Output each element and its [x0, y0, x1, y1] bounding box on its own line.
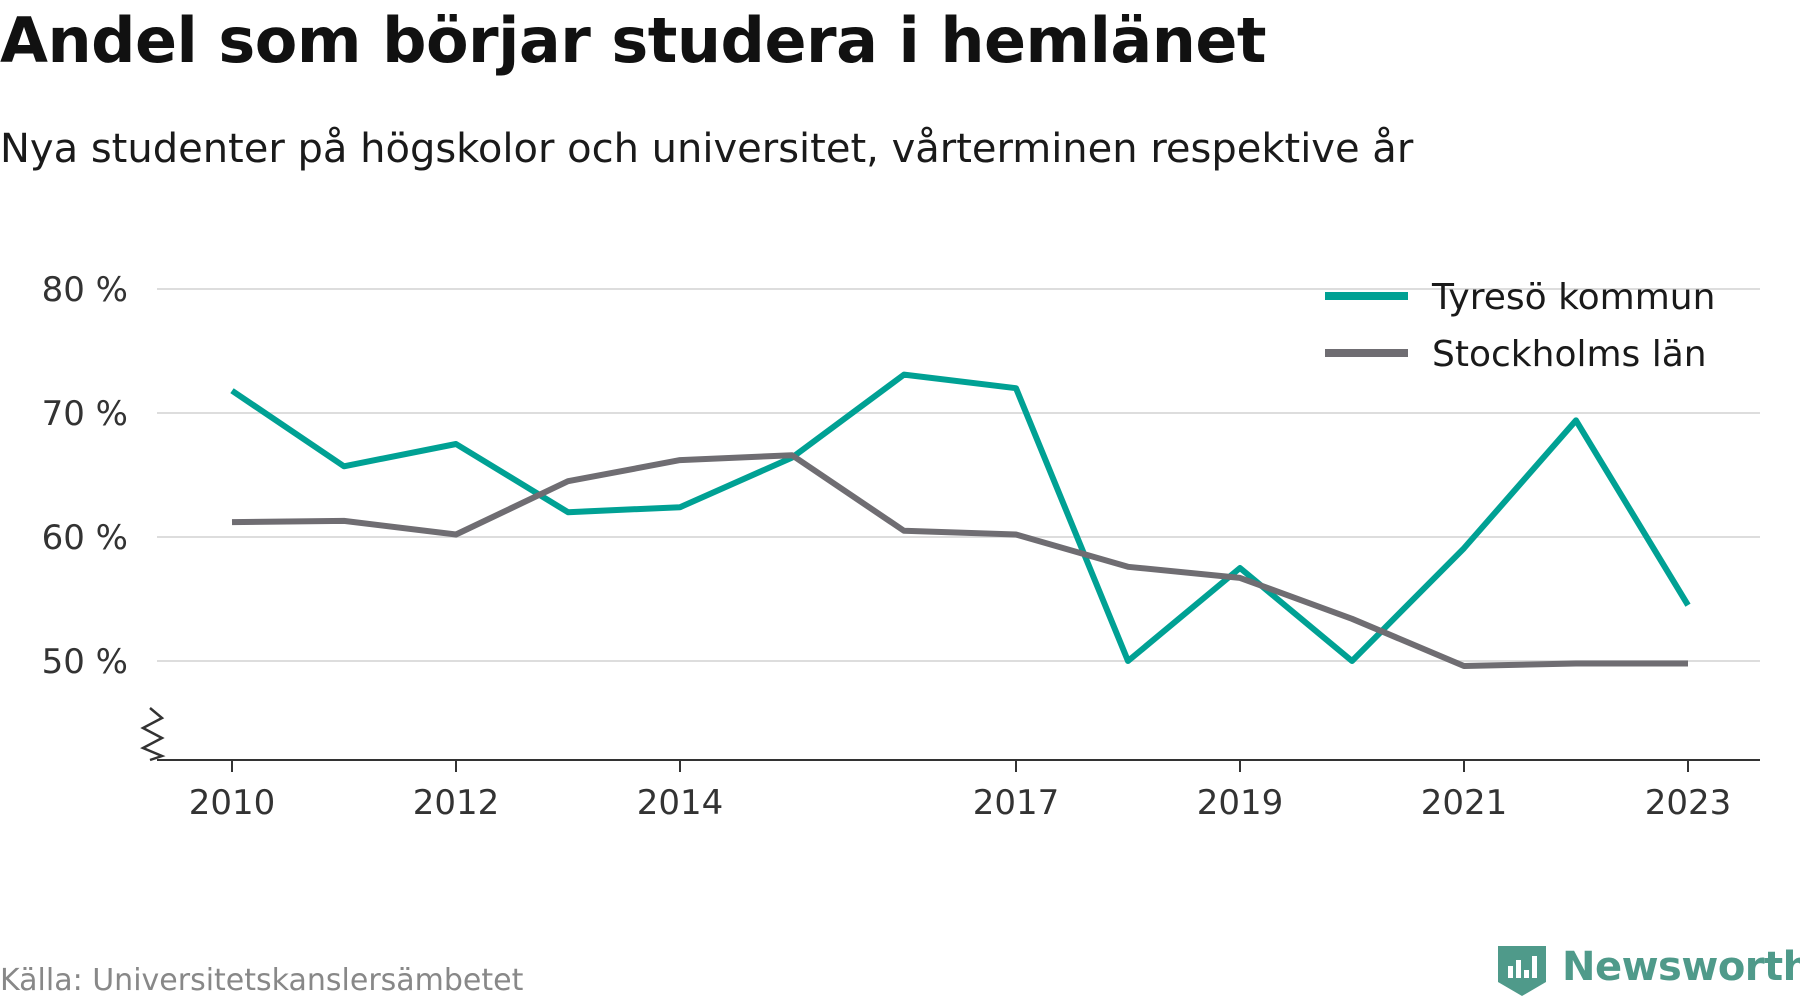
chart-title: Andel som börjar studera i hemlänet [0, 4, 1267, 77]
x-axis: 2010 2012 2014 2017 2019 2021 2023 [140, 707, 1760, 823]
x-tick-label-2021: 2021 [1421, 783, 1508, 823]
x-tick-label-2023: 2023 [1645, 783, 1732, 823]
y-tick-label-60: 60 % [42, 518, 128, 558]
newsworthy-logo: Newsworthy [1494, 942, 1800, 998]
series-line-0 [230, 371, 1691, 664]
y-axis-ticks: 50 % 60 % 70 % 80 % [42, 270, 128, 682]
x-tick-label-2019: 2019 [1197, 783, 1284, 823]
source-note: Källa: Universitetskanslersämbetet [0, 963, 524, 998]
series-line-1 [231, 452, 1688, 669]
line-chart: 50 % 60 % 70 % 80 % 2010 2012 2014 2017 2019 202… [42, 270, 1760, 823]
chart-subtitle: Nya studenter på högskolor och universit… [0, 126, 1414, 172]
x-tick-label-2012: 2012 [413, 783, 500, 823]
y-tick-label-50: 50 % [42, 642, 128, 682]
brand-name: Newsworthy [1562, 944, 1800, 990]
x-tick-label-2010: 2010 [189, 783, 276, 823]
y-tick-label-70: 70 % [42, 394, 128, 434]
series-lines [230, 371, 1691, 669]
legend-label-0: Tyresö kommun [1431, 277, 1715, 318]
axis-break-icon [140, 707, 166, 762]
x-tick-label-2017: 2017 [973, 783, 1060, 823]
y-tick-label-80: 80 % [42, 270, 128, 310]
gridlines [157, 288, 1760, 662]
newsworthy-logo-icon [1498, 946, 1546, 996]
legend-label-1: Stockholms län [1432, 334, 1707, 375]
legend: Tyresö kommun Stockholms län [1325, 277, 1715, 375]
x-tick-label-2014: 2014 [637, 783, 724, 823]
